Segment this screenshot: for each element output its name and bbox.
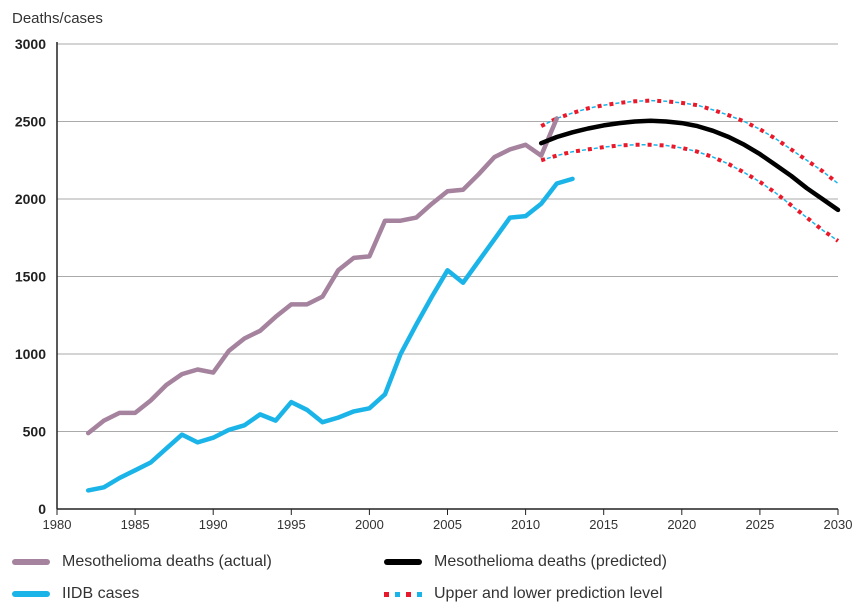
x-tick-2030: 2030 [824, 517, 853, 532]
x-tick-2025: 2025 [745, 517, 774, 532]
y-tick-labels: 0 500 1000 1500 2000 2500 3000 [15, 36, 46, 517]
x-tick-2010: 2010 [511, 517, 540, 532]
x-tick-2005: 2005 [433, 517, 462, 532]
y-tick-3000: 3000 [15, 36, 46, 52]
series-line-lower-prediction [540, 142, 840, 243]
legend-swatch-prediction-band [384, 591, 422, 597]
series-line-iidb-cases [85, 176, 575, 493]
series-line-deaths-predicted [538, 118, 841, 213]
x-tick-1990: 1990 [199, 517, 228, 532]
x-tick-1985: 1985 [121, 517, 150, 532]
x-tick-labels: 1980 1985 1990 1995 2000 2005 2010 2015 2020 2025… [43, 517, 853, 532]
series-line-upper-prediction-blue [540, 99, 839, 185]
legend-label-prediction-band: Upper and lower prediction level [434, 585, 663, 602]
x-tick-2015: 2015 [589, 517, 618, 532]
legend-item-actual: Mesothelioma deaths (actual) [12, 553, 272, 571]
x-tick-2000: 2000 [355, 517, 384, 532]
y-tick-1500: 1500 [15, 269, 46, 285]
x-tick-1995: 1995 [277, 517, 306, 532]
y-axis-label: Deaths/cases [12, 10, 103, 27]
y-tick-2000: 2000 [15, 191, 46, 207]
y-tick-0: 0 [38, 501, 46, 517]
y-tick-1000: 1000 [15, 346, 46, 362]
series-lines [85, 98, 841, 493]
legend-item-iidb: IIDB cases [12, 585, 139, 603]
y-tick-500: 500 [23, 424, 47, 440]
y-tick-2500: 2500 [15, 114, 46, 130]
legend-label-iidb: IIDB cases [62, 585, 140, 602]
legend-label-actual: Mesothelioma deaths (actual) [62, 553, 272, 570]
x-tick-1980: 1980 [43, 517, 72, 532]
series-line-lower-prediction-blue [540, 144, 839, 242]
legend-item-predicted: Mesothelioma deaths (predicted) [384, 553, 667, 571]
legend-swatch-actual [12, 559, 50, 565]
x-tick-2020: 2020 [667, 517, 696, 532]
series-line-deaths-actual [85, 116, 560, 436]
legend-swatch-predicted [384, 559, 422, 565]
legend-item-prediction-band: Upper and lower prediction level [384, 585, 663, 603]
series-line-upper-prediction [540, 98, 840, 186]
legend-swatch-iidb [12, 591, 50, 597]
axes [56, 42, 839, 515]
gridlines [57, 43, 838, 432]
legend-label-predicted: Mesothelioma deaths (predicted) [434, 553, 668, 570]
